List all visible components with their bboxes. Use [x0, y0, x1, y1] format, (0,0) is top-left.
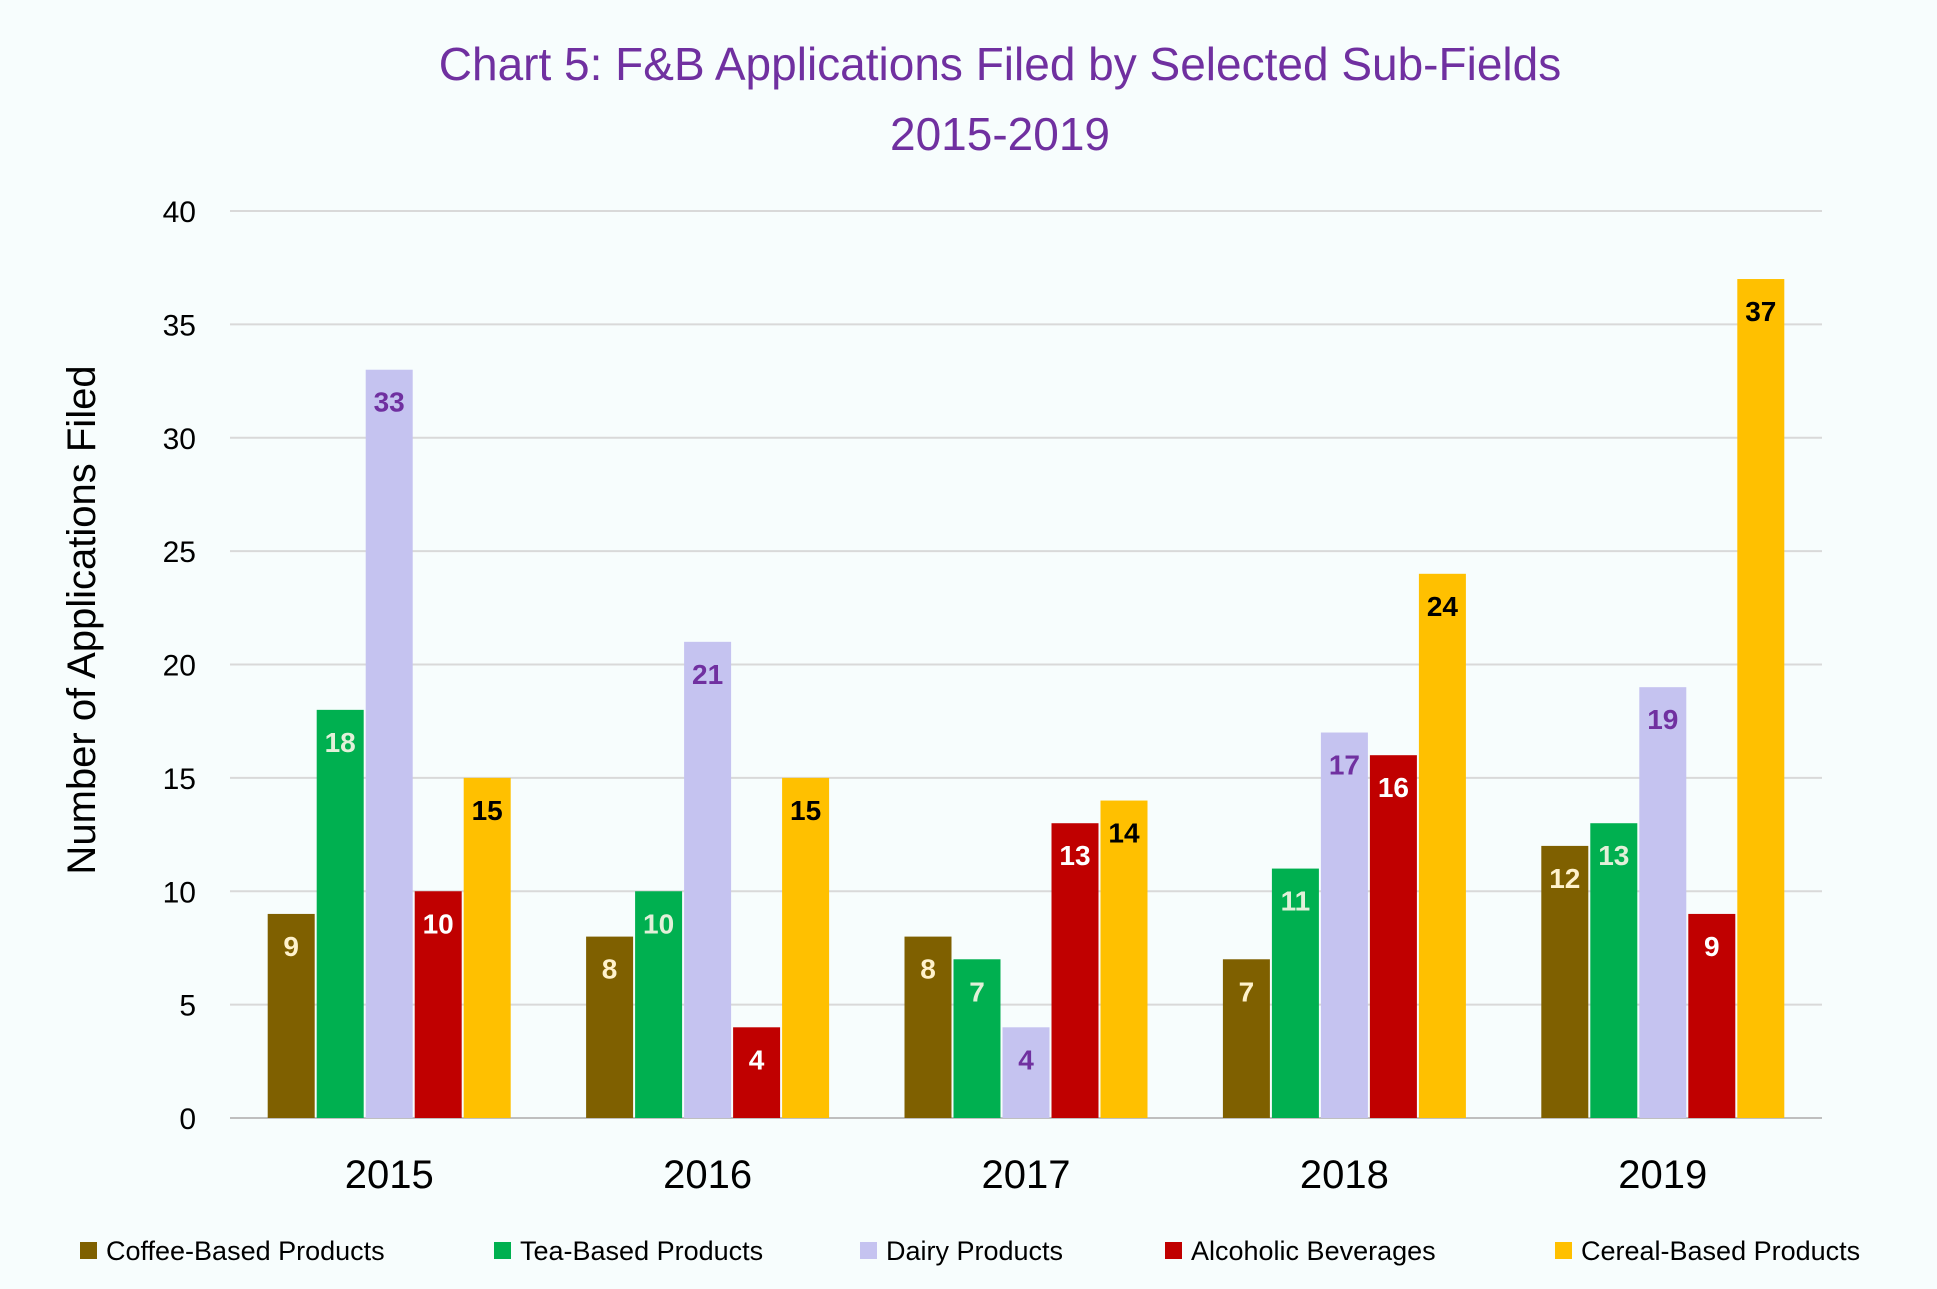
bar [414, 891, 462, 1118]
bar [1737, 279, 1785, 1118]
x-tick-label: 2016 [663, 1153, 752, 1197]
y-tick-label: 35 [163, 309, 196, 342]
data-label: 11 [1281, 886, 1311, 917]
legend-swatch [860, 1242, 877, 1259]
bar [1639, 687, 1687, 1118]
data-label: 21 [692, 659, 723, 690]
data-label: 18 [325, 727, 356, 758]
y-axis-ticks: 0 5 10 15 20 25 30 35 40 [163, 196, 196, 1136]
bar [953, 959, 1001, 1118]
legend-label: Cereal-Based Products [1581, 1236, 1860, 1266]
bar [1541, 845, 1589, 1118]
bar [1688, 913, 1736, 1118]
bar [1320, 732, 1368, 1118]
legend-swatch [80, 1242, 97, 1259]
bar [1418, 573, 1466, 1118]
chart-subtitle: 2015-2019 [890, 108, 1110, 160]
bar [904, 936, 952, 1118]
data-label: 9 [283, 931, 299, 962]
data-label: 10 [423, 908, 454, 939]
data-label: 9 [1704, 931, 1720, 962]
data-label: 13 [1598, 840, 1629, 871]
data-label: 37 [1745, 296, 1776, 327]
data-label: 24 [1427, 591, 1459, 622]
data-label: 16 [1378, 772, 1409, 803]
data-label: 19 [1647, 704, 1678, 735]
data-label: 33 [374, 387, 405, 418]
y-tick-label: 15 [163, 763, 196, 796]
y-tick-label: 5 [179, 990, 196, 1023]
data-label: 15 [790, 795, 821, 826]
bar [1222, 959, 1270, 1118]
legend-label: Alcoholic Beverages [1191, 1236, 1436, 1266]
data-label: 15 [472, 795, 503, 826]
legend-swatch [1555, 1242, 1572, 1259]
y-tick-label: 0 [179, 1103, 196, 1136]
bar [316, 709, 364, 1118]
bar [1100, 800, 1148, 1118]
data-label: 4 [1018, 1044, 1034, 1075]
x-tick-label: 2015 [345, 1153, 434, 1197]
data-label: 8 [920, 954, 936, 985]
x-axis-ticks: 2015 2016 2017 2018 2019 [345, 1153, 1708, 1197]
data-labels: 9 18 33 10 15 8 10 21 4 15 8 7 4 13 14 7 11 17 16 24 12 13 19 9… [283, 296, 1776, 1075]
y-axis-label: Number of Applications Filed [60, 365, 104, 874]
bar [463, 777, 511, 1118]
bar [365, 369, 413, 1119]
legend-label: Dairy Products [886, 1236, 1063, 1266]
bar [586, 936, 634, 1118]
legend-label: Tea-Based Products [520, 1236, 763, 1266]
bar [733, 1027, 781, 1118]
data-label: 8 [602, 954, 618, 985]
bar [1002, 1027, 1050, 1118]
y-tick-label: 40 [163, 196, 196, 229]
legend-swatch [494, 1242, 511, 1259]
legend-swatch [1165, 1242, 1182, 1259]
data-label: 7 [969, 976, 985, 1007]
bar [782, 777, 830, 1118]
bars [267, 279, 1785, 1119]
data-label: 4 [749, 1044, 765, 1075]
legend: Coffee-Based Products Tea-Based Products D… [80, 1236, 1860, 1266]
bar [1051, 823, 1099, 1118]
bar [1590, 823, 1638, 1118]
data-label: 17 [1329, 750, 1360, 781]
y-tick-label: 25 [163, 536, 196, 569]
bar [1271, 868, 1319, 1118]
chart-title: Chart 5: F&B Applications Filed by Selec… [439, 38, 1561, 90]
x-tick-label: 2019 [1618, 1153, 1707, 1197]
legend-label: Coffee-Based Products [106, 1236, 385, 1266]
data-label: 13 [1059, 840, 1090, 871]
data-label: 10 [643, 908, 674, 939]
y-tick-label: 30 [163, 423, 196, 456]
bar [1369, 755, 1417, 1118]
x-tick-label: 2017 [982, 1153, 1071, 1197]
y-tick-label: 20 [163, 650, 196, 683]
data-label: 7 [1239, 976, 1255, 1007]
bar [635, 891, 683, 1118]
bar [684, 641, 732, 1118]
data-label: 14 [1108, 818, 1140, 849]
x-tick-label: 2018 [1300, 1153, 1389, 1197]
bar [267, 913, 315, 1118]
y-tick-label: 10 [163, 876, 196, 909]
data-label: 12 [1549, 863, 1580, 894]
